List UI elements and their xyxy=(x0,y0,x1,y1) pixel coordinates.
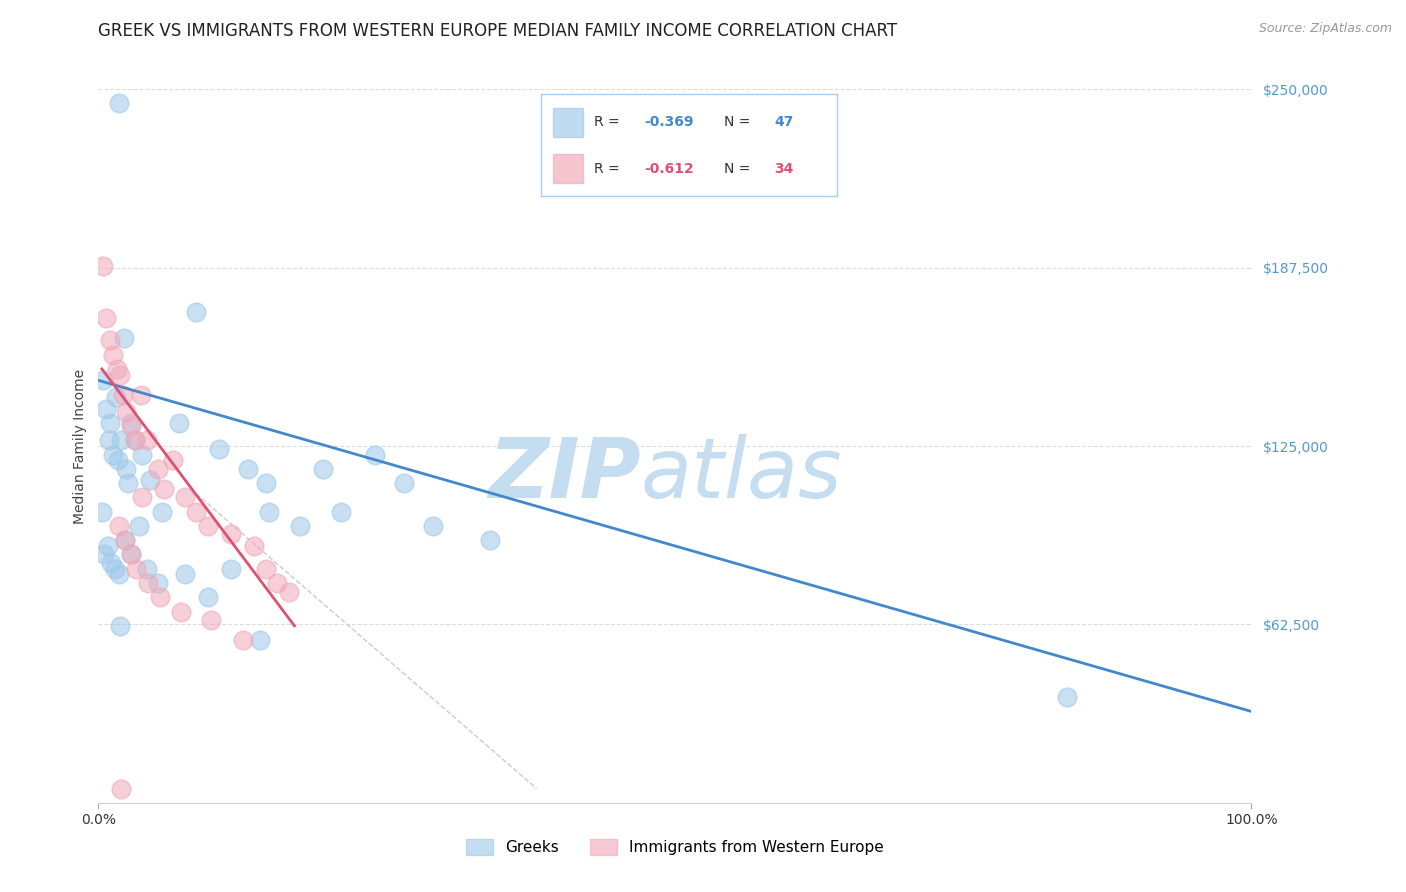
Point xyxy=(148,462,170,476)
Text: atlas: atlas xyxy=(640,434,842,515)
Point xyxy=(249,633,271,648)
Point xyxy=(162,453,184,467)
Point xyxy=(129,387,152,401)
Text: -0.612: -0.612 xyxy=(645,161,695,176)
Point xyxy=(329,505,352,519)
Point xyxy=(131,448,153,462)
Point xyxy=(219,562,242,576)
Point xyxy=(108,519,131,533)
Point xyxy=(120,416,142,430)
Point xyxy=(98,416,121,430)
FancyBboxPatch shape xyxy=(553,154,582,183)
Point xyxy=(392,476,415,491)
Text: 47: 47 xyxy=(775,115,794,129)
Text: Source: ZipAtlas.com: Source: ZipAtlas.com xyxy=(1258,22,1392,36)
Point xyxy=(139,473,162,487)
Text: 34: 34 xyxy=(775,161,794,176)
Point xyxy=(103,562,125,576)
Point xyxy=(90,505,112,519)
Point xyxy=(1056,690,1078,705)
Text: ZIP: ZIP xyxy=(488,434,640,515)
Text: N =: N = xyxy=(724,161,755,176)
Text: -0.369: -0.369 xyxy=(645,115,695,129)
Point xyxy=(174,567,197,582)
Point xyxy=(167,416,190,430)
Point xyxy=(479,533,502,548)
Point xyxy=(243,539,266,553)
Point xyxy=(266,576,288,591)
Point xyxy=(110,781,132,796)
Point xyxy=(125,562,148,576)
Point xyxy=(174,491,197,505)
Text: R =: R = xyxy=(595,161,624,176)
Point xyxy=(148,576,170,591)
Y-axis label: Median Family Income: Median Family Income xyxy=(73,368,87,524)
Point xyxy=(238,462,260,476)
Point xyxy=(148,591,170,605)
Point xyxy=(114,533,136,548)
Point xyxy=(290,519,312,533)
Point xyxy=(170,605,193,619)
Point xyxy=(110,368,132,382)
Point xyxy=(277,584,299,599)
Point xyxy=(108,567,131,582)
Point xyxy=(108,96,131,111)
Point xyxy=(186,305,208,319)
Point xyxy=(97,434,120,448)
Point xyxy=(98,334,121,348)
Point xyxy=(104,391,127,405)
Point xyxy=(364,448,387,462)
Text: R =: R = xyxy=(595,115,624,129)
Point xyxy=(422,519,444,533)
Point xyxy=(91,373,114,387)
Legend: Greeks, Immigrants from Western Europe: Greeks, Immigrants from Western Europe xyxy=(458,831,891,863)
Point xyxy=(103,448,125,462)
Point xyxy=(97,539,120,553)
Point xyxy=(114,533,136,548)
Point xyxy=(153,482,176,496)
Point xyxy=(96,401,118,416)
Point xyxy=(120,548,142,562)
Point xyxy=(219,527,242,541)
Point xyxy=(112,330,135,344)
Point xyxy=(128,519,150,533)
Point xyxy=(124,434,146,448)
Point xyxy=(312,462,335,476)
Point xyxy=(124,434,146,448)
Point xyxy=(105,362,128,376)
Point xyxy=(100,556,122,570)
FancyBboxPatch shape xyxy=(553,108,582,136)
Point xyxy=(120,548,142,562)
Point xyxy=(120,419,142,434)
Point xyxy=(107,453,129,467)
Point xyxy=(135,562,157,576)
Text: GREEK VS IMMIGRANTS FROM WESTERN EUROPE MEDIAN FAMILY INCOME CORRELATION CHART: GREEK VS IMMIGRANTS FROM WESTERN EUROPE … xyxy=(98,22,897,40)
Point xyxy=(91,259,114,273)
Point xyxy=(197,591,219,605)
Point xyxy=(150,505,173,519)
Point xyxy=(117,476,139,491)
Point xyxy=(110,619,132,633)
Point xyxy=(131,491,153,505)
Point xyxy=(254,476,277,491)
Point xyxy=(115,405,138,419)
Point xyxy=(186,505,208,519)
Point xyxy=(254,562,277,576)
Point xyxy=(200,613,222,627)
Point xyxy=(111,387,134,401)
Point xyxy=(257,505,280,519)
Point xyxy=(136,576,159,591)
Point xyxy=(115,462,138,476)
Point xyxy=(231,633,254,648)
Point xyxy=(103,348,125,362)
Point xyxy=(197,519,219,533)
Point xyxy=(93,548,115,562)
Text: N =: N = xyxy=(724,115,755,129)
Point xyxy=(110,434,132,448)
Point xyxy=(208,442,231,456)
Point xyxy=(135,434,157,448)
Point xyxy=(96,310,118,325)
